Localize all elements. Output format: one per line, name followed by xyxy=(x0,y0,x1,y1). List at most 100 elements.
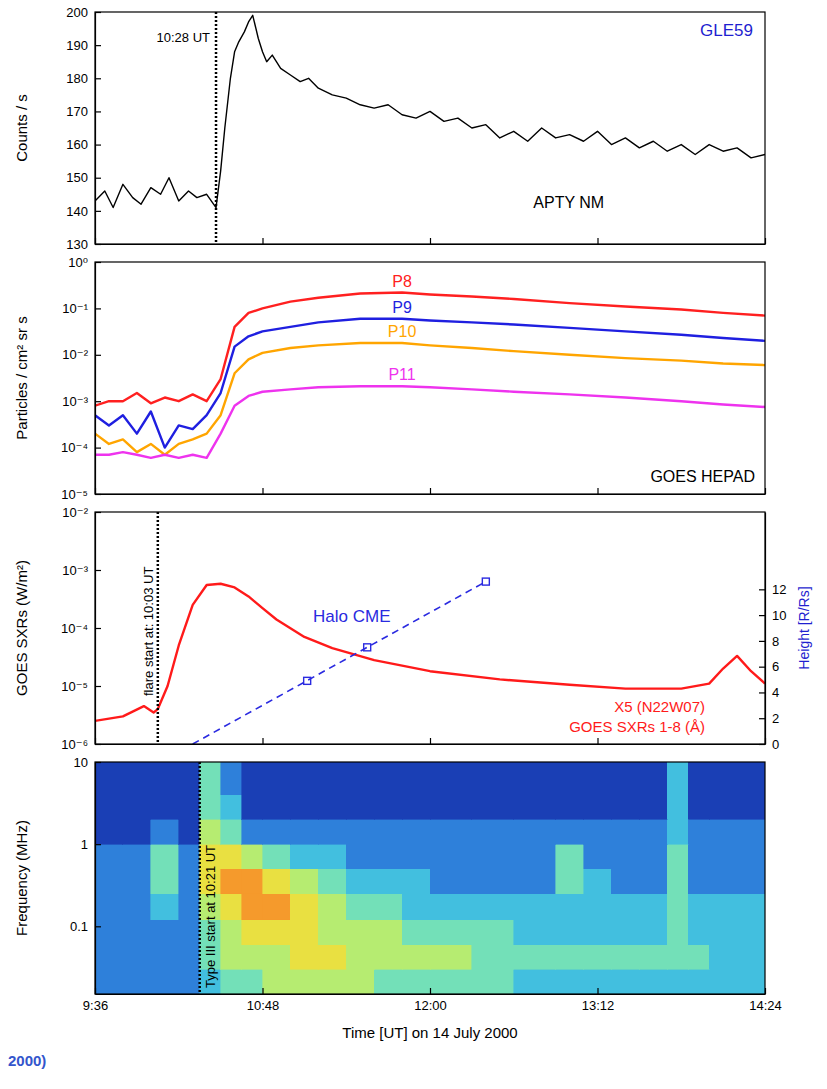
heat-cell xyxy=(290,945,318,970)
heat-cell xyxy=(709,969,765,994)
y-tick: 170 xyxy=(66,104,101,119)
series-line xyxy=(95,319,765,448)
y-tick: 200 xyxy=(66,5,101,20)
plot-frame xyxy=(95,262,765,494)
heat-cell xyxy=(639,819,667,844)
y-tick-mark xyxy=(95,494,101,495)
heat-cell xyxy=(611,762,639,795)
heat-cell xyxy=(639,762,667,795)
y2-tick: 6 xyxy=(759,659,779,674)
heat-cell xyxy=(556,969,584,994)
x-tick-mark xyxy=(430,488,431,494)
heat-cell xyxy=(221,920,242,945)
heat-cell xyxy=(374,795,402,820)
heat-cell xyxy=(151,969,179,994)
heat-cell xyxy=(667,795,688,820)
heat-cell xyxy=(123,920,151,945)
y-tick-label: 10⁰ xyxy=(68,255,88,270)
heat-cell xyxy=(263,894,291,920)
y-tick: 10⁻³ xyxy=(62,563,101,578)
heat-cell xyxy=(242,819,263,844)
heat-cell xyxy=(430,920,472,945)
heat-cell xyxy=(318,819,346,844)
heat-cell xyxy=(318,844,346,869)
heat-cell xyxy=(514,869,556,894)
heat-cell xyxy=(374,762,402,795)
heat-cell xyxy=(200,819,221,844)
heat-cell xyxy=(514,945,556,970)
heat-cell xyxy=(151,762,179,795)
heat-cell xyxy=(667,762,688,795)
heat-cell xyxy=(584,844,612,869)
heat-cell xyxy=(221,945,242,970)
y-tick-label: 130 xyxy=(66,237,88,252)
heat-cell xyxy=(290,920,318,945)
heat-cell xyxy=(318,920,346,945)
y2-tick-label: 10 xyxy=(772,608,786,623)
y-tick-mark xyxy=(95,744,101,745)
heat-cell xyxy=(242,844,263,869)
y-axis-title: Particles / cm² sr s xyxy=(13,316,30,439)
plot-frame xyxy=(95,512,765,744)
x-tick-label: 9:36 xyxy=(83,998,108,1013)
heat-cell xyxy=(611,945,639,970)
y-tick-mark xyxy=(95,448,101,449)
heat-cell xyxy=(688,920,709,945)
heat-cell xyxy=(179,945,200,970)
y2-tick-label: 4 xyxy=(772,685,779,700)
y-tick: 10⁻³ xyxy=(62,394,101,409)
x-tick-mark xyxy=(765,238,766,244)
series-marker xyxy=(364,644,371,651)
heat-cell xyxy=(123,894,151,920)
y-tick: 10⁻⁵ xyxy=(61,679,101,694)
y-tick: 190 xyxy=(66,38,101,53)
y-axis: 10⁻⁶10⁻⁵10⁻⁴10⁻³10⁻² xyxy=(61,505,101,752)
y-tick-label: 140 xyxy=(66,204,88,219)
series-label: P11 xyxy=(388,366,415,383)
heat-cell xyxy=(402,762,430,795)
y-axis: 10⁻⁵10⁻⁴10⁻³10⁻²10⁻¹10⁰ xyxy=(61,255,101,502)
heat-cell xyxy=(556,920,584,945)
heat-cell xyxy=(430,762,472,795)
x-tick-mark xyxy=(597,988,598,994)
marker-line xyxy=(157,512,160,744)
heat-cell xyxy=(472,795,514,820)
panel: 130140150160170180190200Counts / s10:28 … xyxy=(13,5,766,252)
y2-tick-mark xyxy=(759,641,765,642)
y-tick: 10⁰ xyxy=(68,255,101,270)
heat-cell xyxy=(556,762,584,795)
y-axis-title: Counts / s xyxy=(13,94,30,162)
heat-cell xyxy=(290,844,318,869)
y2-axis-line xyxy=(765,513,766,745)
heat-cell xyxy=(123,945,151,970)
heat-cell xyxy=(639,920,667,945)
x-tick xyxy=(430,488,431,494)
heat-cell xyxy=(472,762,514,795)
heat-cell xyxy=(290,762,318,795)
heat-cell xyxy=(221,844,242,869)
caption: 2000) xyxy=(8,1052,46,1069)
x-axis xyxy=(96,238,766,245)
x-axis xyxy=(96,738,766,745)
y-tick-mark xyxy=(95,244,101,245)
series-line xyxy=(95,584,765,721)
panel: 10⁻⁵10⁻⁴10⁻³10⁻²10⁻¹10⁰Particles / cm² s… xyxy=(13,255,766,502)
heat-cell xyxy=(290,819,318,844)
x-tick-mark xyxy=(430,238,431,244)
heat-cell xyxy=(95,819,123,844)
heat-cell xyxy=(221,819,242,844)
heat-cell xyxy=(709,869,765,894)
heat-cell xyxy=(123,869,151,894)
y2-tick: 8 xyxy=(759,634,779,649)
heat-cell xyxy=(179,920,200,945)
series-line xyxy=(95,15,765,207)
y-tick: 10⁻⁴ xyxy=(61,440,101,455)
heat-cell xyxy=(584,795,612,820)
y-axis-line xyxy=(95,263,96,495)
heat-cell xyxy=(667,869,688,894)
heat-cell xyxy=(402,819,430,844)
x-tick-label: 12:00 xyxy=(414,998,447,1013)
heat-cell xyxy=(200,762,221,795)
heat-cell xyxy=(263,844,291,869)
heat-cell xyxy=(639,894,667,920)
